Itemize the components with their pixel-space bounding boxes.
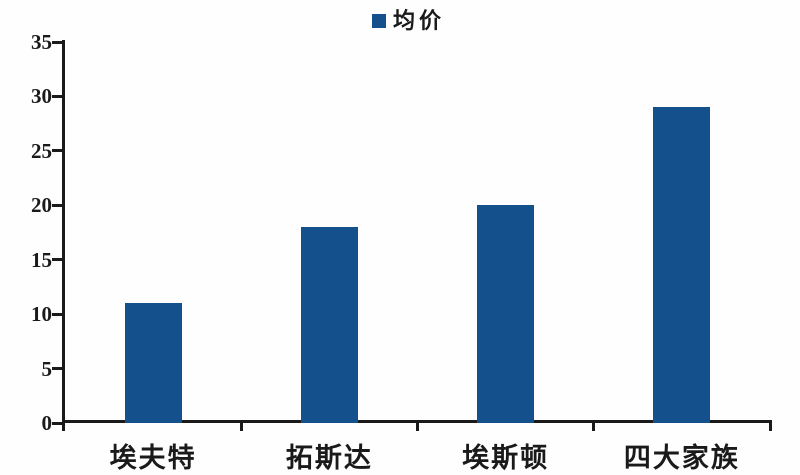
- y-tick: [52, 40, 65, 44]
- x-tick: [239, 420, 243, 431]
- bar: [300, 227, 358, 423]
- y-tick-label: 5: [41, 356, 53, 381]
- y-tick-label: 35: [31, 30, 52, 54]
- x-category-label: 拓斯达: [285, 443, 373, 473]
- x-axis-end-tick: [769, 420, 772, 431]
- bar: [653, 107, 711, 423]
- y-tick-label: 10: [31, 302, 52, 327]
- y-tick: [52, 203, 65, 207]
- y-axis-line: [62, 40, 65, 431]
- legend-label: 均价: [393, 8, 446, 33]
- y-tick-label: 30: [31, 84, 52, 109]
- bar: [124, 303, 182, 423]
- x-category-label: 埃斯顿: [462, 443, 550, 473]
- y-tick: [52, 367, 65, 371]
- y-tick-label: 15: [31, 247, 52, 272]
- x-tick: [592, 420, 596, 431]
- y-tick: [52, 94, 65, 98]
- bar: [477, 205, 535, 423]
- x-category-label: 四大家族: [623, 443, 740, 473]
- x-tick: [416, 420, 419, 431]
- legend-swatch-icon: [372, 13, 386, 28]
- y-tick: [52, 258, 65, 262]
- y-tick: [52, 312, 65, 316]
- y-tick-label: 20: [31, 193, 52, 218]
- y-tick: [52, 149, 65, 153]
- x-category-label: 埃夫特: [109, 443, 197, 473]
- legend: 均价: [372, 3, 445, 35]
- y-tick-label: 25: [31, 138, 52, 163]
- y-tick-label: 0: [41, 411, 53, 435]
- y-tick: [52, 421, 65, 425]
